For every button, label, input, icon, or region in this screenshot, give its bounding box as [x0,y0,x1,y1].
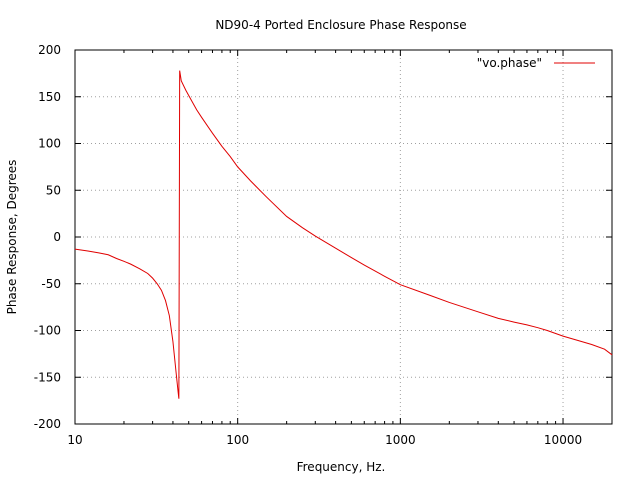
series-line-vo-phase [74,70,613,399]
y-tick-label: 150 [38,90,61,104]
y-tick-label: 200 [38,43,61,57]
axis-ticks [74,49,613,425]
grid-lines [75,50,612,424]
x-tick-label: 10 [67,433,82,447]
y-axis-label: Phase Response, Degrees [5,160,19,315]
series-layer [74,70,613,399]
legend: "vo.phase" [477,56,595,70]
y-tick-label: -200 [34,417,61,431]
x-tick-label: 100 [226,433,249,447]
y-tick-label: -50 [41,277,61,291]
y-tick-label: 0 [53,230,61,244]
y-tick-label: -150 [34,370,61,384]
x-axis-label: Frequency, Hz. [297,460,386,474]
x-tick-label: 10000 [544,433,582,447]
chart-title: ND90-4 Ported Enclosure Phase Response [215,18,466,32]
y-tick-label: -100 [34,324,61,338]
y-tick-label: 100 [38,137,61,151]
x-tick-label: 1000 [385,433,416,447]
legend-label: "vo.phase" [477,56,542,70]
tick-labels: -200 -150 -100 -50 0 50 100 150 200 10 100 1000 1000… [34,43,582,447]
y-tick-label: 50 [46,183,61,197]
